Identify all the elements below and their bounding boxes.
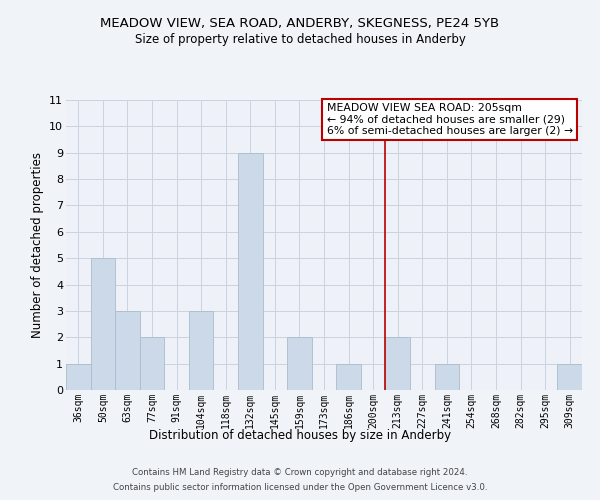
Bar (66, 364, 91, 390)
Bar (557, 364, 582, 390)
Text: Size of property relative to detached houses in Anderby: Size of property relative to detached ho… (134, 32, 466, 46)
Bar (189, 311, 214, 390)
Text: Distribution of detached houses by size in Anderby: Distribution of detached houses by size … (149, 428, 451, 442)
Bar (238, 152, 263, 390)
Text: MEADOW VIEW, SEA ROAD, ANDERBY, SKEGNESS, PE24 5YB: MEADOW VIEW, SEA ROAD, ANDERBY, SKEGNESS… (100, 18, 500, 30)
Text: Contains public sector information licensed under the Open Government Licence v3: Contains public sector information licen… (113, 483, 487, 492)
Bar (385, 338, 410, 390)
Bar (91, 258, 115, 390)
Bar (140, 338, 164, 390)
Text: MEADOW VIEW SEA ROAD: 205sqm
← 94% of detached houses are smaller (29)
6% of sem: MEADOW VIEW SEA ROAD: 205sqm ← 94% of de… (326, 103, 573, 136)
Text: Contains HM Land Registry data © Crown copyright and database right 2024.: Contains HM Land Registry data © Crown c… (132, 468, 468, 477)
Bar (336, 364, 361, 390)
Bar (115, 311, 140, 390)
Y-axis label: Number of detached properties: Number of detached properties (31, 152, 44, 338)
Bar (287, 338, 312, 390)
Bar (434, 364, 459, 390)
